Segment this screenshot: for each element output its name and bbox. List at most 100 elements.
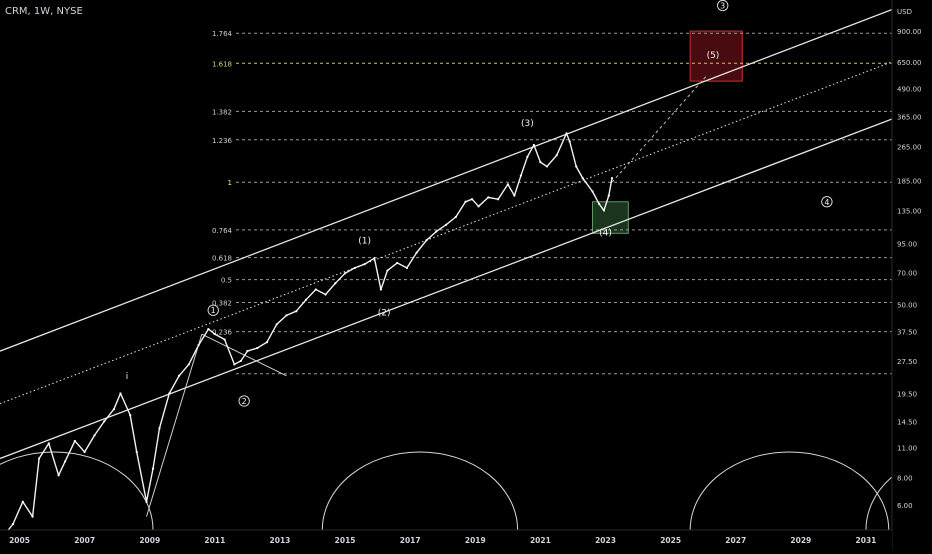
year-tick-label-14: 2031 bbox=[856, 536, 877, 545]
wave-label-6: (3) bbox=[521, 119, 534, 129]
price-point bbox=[207, 327, 210, 331]
price-point bbox=[581, 177, 584, 180]
year-tick-label-13: 2029 bbox=[790, 536, 811, 545]
price-point bbox=[285, 314, 288, 317]
price-point bbox=[314, 288, 317, 291]
price-point bbox=[602, 209, 605, 212]
wave-label-7: (4) bbox=[599, 228, 612, 238]
price-point bbox=[103, 420, 106, 423]
price-point bbox=[597, 202, 601, 205]
fib-level-label-2: 1.618 bbox=[212, 60, 232, 68]
price-point bbox=[396, 261, 399, 265]
price-point bbox=[197, 344, 200, 347]
wave-label-5: (2) bbox=[378, 308, 391, 318]
price-tick-label-16: 8.00 bbox=[897, 475, 913, 483]
price-point bbox=[168, 392, 171, 395]
year-tick-label-4: 2011 bbox=[204, 536, 225, 545]
price-point bbox=[112, 408, 116, 411]
price-point bbox=[213, 333, 216, 336]
price-point bbox=[519, 174, 522, 177]
price-point bbox=[64, 460, 67, 463]
price-point bbox=[158, 427, 161, 430]
price-tick-label-1: 900.00 bbox=[897, 28, 922, 36]
price-tick-label-14: 14.50 bbox=[897, 418, 917, 426]
price-point bbox=[275, 323, 278, 326]
price-tick-label-17: 6.00 bbox=[897, 502, 913, 510]
fib-anchor-line-2 bbox=[146, 333, 203, 517]
year-tick-label-10: 2023 bbox=[595, 536, 616, 545]
year-tick-label-8: 2019 bbox=[465, 536, 486, 545]
price-point bbox=[145, 500, 148, 503]
fib-level-label-4: 1.236 bbox=[212, 137, 233, 145]
price-point bbox=[545, 165, 549, 168]
wave-label-circle-9 bbox=[717, 0, 729, 12]
cycle-arc-1 bbox=[0, 451, 154, 531]
price-tick-label-5: 265.00 bbox=[897, 144, 922, 152]
price-point bbox=[73, 439, 76, 443]
price-point bbox=[513, 194, 516, 197]
wave-label-1: i bbox=[126, 372, 129, 382]
fib-level-label-7: 0.618 bbox=[212, 255, 232, 263]
price-tick-label-12: 27.50 bbox=[897, 358, 917, 366]
price-point bbox=[177, 374, 181, 377]
fib-level-label-3: 1.382 bbox=[212, 108, 232, 116]
price-point bbox=[119, 392, 122, 395]
price-point bbox=[506, 183, 509, 186]
price-point bbox=[591, 190, 594, 193]
support-zone bbox=[591, 201, 629, 234]
price-tick-label-2: 650.00 bbox=[897, 59, 922, 67]
price-point bbox=[555, 154, 558, 157]
price-point bbox=[233, 363, 236, 366]
price-tick-label-8: 95.00 bbox=[897, 241, 917, 249]
channel-line-middle bbox=[0, 61, 893, 405]
projection-line bbox=[611, 75, 707, 183]
price-point bbox=[223, 338, 226, 341]
price-series-line bbox=[2, 132, 613, 537]
cycle-arc-2 bbox=[321, 451, 519, 531]
fib-level-label-10: 0.236 bbox=[212, 329, 233, 337]
price-tick-label-13: 19.50 bbox=[897, 390, 917, 398]
fib-level-label-9: 0.382 bbox=[212, 300, 232, 308]
price-point bbox=[83, 450, 86, 454]
price-tick-label-3: 490.00 bbox=[897, 86, 922, 94]
price-point bbox=[21, 500, 24, 503]
year-tick-label-3: 2009 bbox=[139, 536, 160, 545]
price-tick-label-7: 135.00 bbox=[897, 207, 922, 215]
price-point bbox=[532, 143, 535, 147]
wave-label-circle-2 bbox=[207, 304, 219, 316]
price-point bbox=[47, 442, 50, 445]
price-tick-label-10: 50.00 bbox=[897, 301, 917, 309]
price-point bbox=[435, 230, 438, 233]
price-point bbox=[334, 282, 337, 285]
wave-label-3: 2 bbox=[242, 397, 247, 406]
fib-level-label-8: 0.5 bbox=[221, 277, 232, 285]
price-point bbox=[379, 288, 382, 291]
target-zone bbox=[689, 30, 743, 82]
time-axis-panel bbox=[0, 530, 892, 550]
price-point bbox=[444, 223, 448, 226]
price-tick-label-4: 365.00 bbox=[897, 113, 922, 121]
price-point bbox=[304, 298, 308, 301]
wave-label-4: (1) bbox=[358, 237, 371, 247]
channel-line-upper bbox=[0, 8, 893, 352]
year-tick-label-11: 2025 bbox=[660, 536, 681, 545]
price-point bbox=[386, 269, 389, 272]
fib-level-label-6: 0.764 bbox=[212, 227, 233, 235]
price-point bbox=[405, 266, 409, 270]
year-tick-label-9: 2021 bbox=[530, 536, 551, 545]
symbol-label: CRM, 1W, NYSE bbox=[5, 6, 83, 17]
price-point bbox=[295, 310, 298, 313]
price-point bbox=[539, 161, 542, 164]
cycle-arc-4 bbox=[865, 456, 932, 531]
year-tick-label-5: 2013 bbox=[270, 536, 291, 545]
currency-label: USD bbox=[897, 8, 912, 16]
price-point bbox=[415, 251, 418, 254]
wave-label-circle-10 bbox=[821, 196, 833, 208]
price-point bbox=[496, 198, 500, 201]
price-point bbox=[11, 522, 15, 526]
price-point bbox=[477, 205, 480, 208]
price-point bbox=[129, 414, 132, 417]
year-tick-label-6: 2015 bbox=[335, 536, 356, 545]
